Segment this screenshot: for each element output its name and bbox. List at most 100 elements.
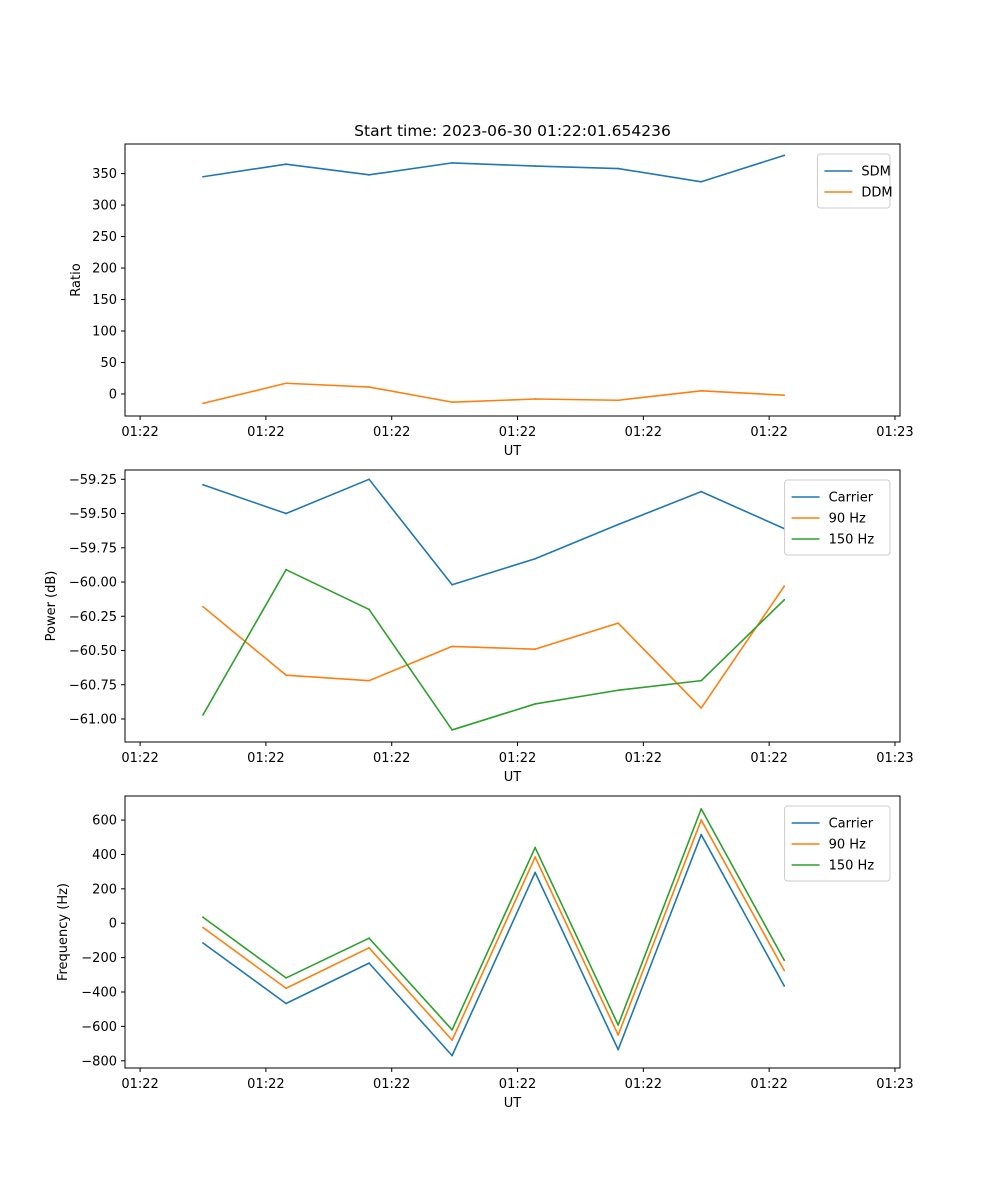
x-tick-label: 01:22 [625,425,662,440]
data-point [202,402,204,405]
x-tick-label: 01:22 [247,1077,284,1092]
data-point [202,713,204,716]
data-point [700,707,703,709]
data-point [783,394,786,397]
series-line-1 [202,833,785,1057]
data-point [368,173,370,176]
data-point [368,478,370,481]
figure-title: Start time: 2023-06-30 01:22:01.654236 [354,122,671,140]
data-point [617,622,620,625]
y-axis-label: Power (dB) [44,571,59,642]
data-point [368,946,370,949]
data-point [617,399,620,402]
legend-box [784,479,891,556]
y-tick-label: 200 [92,882,117,897]
y-tick-label: −200 [81,951,117,966]
legend-label: SDM [861,165,890,180]
y-axis-label: Frequency (Hz) [56,883,71,981]
data-point [700,389,703,392]
data-point [451,1054,454,1057]
y-tick-label: 250 [92,230,117,245]
data-point [617,1024,620,1026]
x-tick-label: 01:22 [373,751,410,766]
series-line-3 [202,808,785,1031]
y-tick-label: −60.50 [69,644,117,659]
x-tick-label: 01:23 [876,1077,913,1092]
data-point [700,679,703,682]
data-point [534,648,537,651]
legend-label: 90 Hz [829,512,866,527]
data-point [368,386,370,388]
x-axis-label: UT [504,770,522,785]
subplots: 01:22 01:22 01:22 01:22 01:22 01:22 01:23 0 50 10… [44,143,914,1111]
data-point [202,483,204,486]
y-tick-label: −59.75 [69,541,117,556]
data-point [285,512,287,515]
data-point [368,937,370,940]
axes-frame [124,469,901,743]
y-tick-label: 100 [92,325,117,340]
series-line-3 [202,568,785,731]
x-tick-label: 01:22 [750,425,787,440]
y-tick-label: −400 [81,986,117,1001]
y-tick-label: 0 [109,387,117,402]
x-axis-label: UT [504,1096,522,1111]
data-point [617,167,620,170]
x-tick-label: 01:22 [499,751,536,766]
y-tick-label: 350 [92,167,117,182]
y-tick-label: 50 [100,356,117,371]
data-point [285,1002,287,1005]
data-point [285,568,287,571]
data-point [700,833,703,836]
data-point [534,856,537,858]
data-point [202,942,204,944]
series-line-2 [202,382,785,405]
data-point [451,729,454,731]
x-axis-label: UT [504,444,522,459]
series-line-2 [202,819,785,1041]
data-point [368,962,370,965]
data-point [368,608,370,611]
x-tick-label: 01:22 [499,425,536,440]
data-point [783,154,786,157]
data-point [202,175,204,178]
y-tick-label: 200 [92,262,117,277]
series-line-1 [202,154,785,183]
data-point [700,490,703,493]
legend-label: 150 Hz [829,533,875,548]
legend-box [784,805,891,882]
x-tick-label: 01:22 [750,751,787,766]
data-point [451,401,454,404]
data-point [368,679,370,682]
data-point [534,398,537,400]
y-tick-label: −60.25 [69,610,117,625]
data-point [202,605,204,608]
series-line-2 [202,585,785,709]
x-tick-label: 01:22 [121,751,158,766]
data-point [202,926,204,929]
legend: SDM DDM [816,153,893,209]
data-point [285,163,287,166]
legend-label: 90 Hz [829,838,866,853]
data-point [783,959,786,962]
legend-label: Carrier [829,491,874,506]
data-point [534,871,537,874]
data-point [783,985,786,987]
y-tick-label: −60.00 [69,576,117,591]
legend-label: Carrier [829,817,874,832]
y-tick-label: 150 [92,293,117,308]
x-tick-label: 01:22 [373,425,410,440]
x-tick-label: 01:23 [876,751,913,766]
data-point [534,165,537,167]
axes-frame [124,143,901,417]
y-tick-label: −800 [81,1054,117,1069]
data-point [700,180,703,183]
subplot-2: 01:22 01:22 01:22 01:22 01:22 01:22 01:23 −61.0… [44,469,914,785]
y-tick-label: 300 [92,199,117,214]
legend-box [816,153,891,209]
legend: Carrier 90 Hz 150 Hz [784,479,891,556]
x-tick-label: 01:22 [121,425,158,440]
axes-frame [124,795,901,1069]
y-tick-label: −61.00 [69,712,117,727]
